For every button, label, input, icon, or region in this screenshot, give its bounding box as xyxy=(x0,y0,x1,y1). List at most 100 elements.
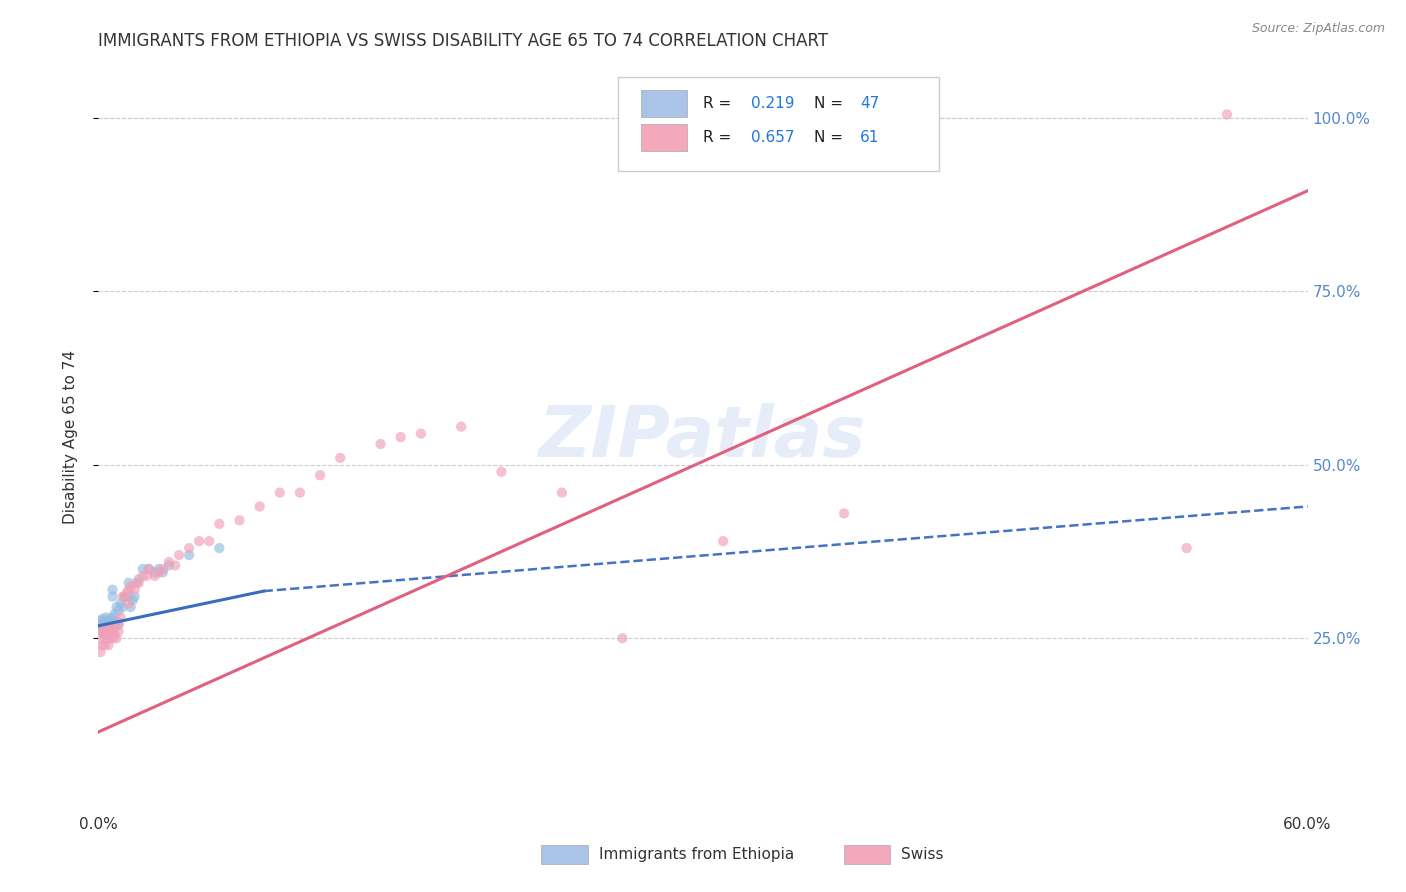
Point xyxy=(97,614,120,628)
Point xyxy=(93,638,115,652)
FancyBboxPatch shape xyxy=(641,124,688,151)
FancyBboxPatch shape xyxy=(641,90,688,117)
Point xyxy=(128,572,150,586)
Point xyxy=(249,500,271,514)
Point xyxy=(91,638,114,652)
Point xyxy=(105,600,128,615)
Point xyxy=(96,632,118,646)
Point xyxy=(1216,107,1239,121)
Point xyxy=(103,621,125,635)
Point xyxy=(1175,541,1198,555)
Point xyxy=(110,610,132,624)
Point xyxy=(97,638,120,652)
Text: 61: 61 xyxy=(860,130,880,145)
Point xyxy=(551,485,574,500)
Text: R =: R = xyxy=(703,96,737,112)
Point xyxy=(288,485,311,500)
Point xyxy=(132,562,155,576)
Point xyxy=(157,555,180,569)
Point xyxy=(111,590,134,604)
Point xyxy=(120,600,142,615)
Point xyxy=(118,590,141,604)
Point xyxy=(100,617,122,632)
Point xyxy=(97,624,120,639)
Point xyxy=(114,590,136,604)
Point xyxy=(89,645,111,659)
Point xyxy=(93,628,115,642)
Point xyxy=(118,582,141,597)
Point xyxy=(711,534,734,549)
Point xyxy=(612,632,634,646)
Y-axis label: Disability Age 65 to 74: Disability Age 65 to 74 xyxy=(63,350,77,524)
Point xyxy=(125,575,148,590)
Point xyxy=(93,614,115,628)
Point xyxy=(152,562,174,576)
Point xyxy=(148,566,170,580)
Point xyxy=(110,597,132,611)
Text: 47: 47 xyxy=(860,96,879,112)
Point xyxy=(93,628,115,642)
Point xyxy=(389,430,412,444)
Point xyxy=(228,513,250,527)
Point xyxy=(103,607,125,621)
Point xyxy=(143,569,166,583)
Point xyxy=(97,628,120,642)
Point xyxy=(409,426,432,441)
Point xyxy=(121,593,143,607)
Point xyxy=(132,569,155,583)
Point xyxy=(105,614,128,628)
Point xyxy=(124,582,146,597)
Point xyxy=(101,621,124,635)
Text: ZIPatlas: ZIPatlas xyxy=(540,402,866,472)
Point xyxy=(167,548,190,562)
Point xyxy=(124,590,146,604)
Point xyxy=(198,534,221,549)
Point xyxy=(91,624,114,639)
Point xyxy=(115,586,138,600)
Text: Source: ZipAtlas.com: Source: ZipAtlas.com xyxy=(1251,22,1385,36)
Point xyxy=(208,541,231,555)
Point xyxy=(128,575,150,590)
Text: 0.657: 0.657 xyxy=(751,130,794,145)
Point xyxy=(100,623,122,637)
Point xyxy=(179,548,201,562)
Text: N =: N = xyxy=(814,96,848,112)
Text: Immigrants from Ethiopia: Immigrants from Ethiopia xyxy=(599,847,794,862)
Point xyxy=(148,562,170,576)
Point xyxy=(309,468,332,483)
Point xyxy=(118,575,141,590)
Point xyxy=(89,621,111,635)
Point xyxy=(450,419,472,434)
Point xyxy=(96,621,118,635)
Point xyxy=(179,541,201,555)
Point xyxy=(101,590,124,604)
Point xyxy=(832,507,855,521)
Point xyxy=(114,590,136,604)
Point xyxy=(188,534,211,549)
Point xyxy=(96,624,118,639)
Text: IMMIGRANTS FROM ETHIOPIA VS SWISS DISABILITY AGE 65 TO 74 CORRELATION CHART: IMMIGRANTS FROM ETHIOPIA VS SWISS DISABI… xyxy=(98,32,828,50)
Point xyxy=(329,450,352,465)
Point xyxy=(138,562,160,576)
Point xyxy=(138,562,160,576)
Point xyxy=(96,610,118,624)
Point xyxy=(120,579,142,593)
Point xyxy=(107,603,129,617)
Point xyxy=(118,597,141,611)
Point xyxy=(370,437,392,451)
Point xyxy=(89,614,111,628)
Point xyxy=(93,617,115,632)
Point xyxy=(208,516,231,531)
Point xyxy=(103,628,125,642)
Point xyxy=(91,619,114,633)
Text: N =: N = xyxy=(814,130,848,145)
Point xyxy=(100,624,122,639)
Point xyxy=(100,632,122,646)
Point xyxy=(101,610,124,624)
Point xyxy=(143,566,166,580)
Point xyxy=(107,617,129,632)
Point xyxy=(101,632,124,646)
Point xyxy=(491,465,513,479)
Point xyxy=(91,624,114,639)
Point xyxy=(103,617,125,632)
